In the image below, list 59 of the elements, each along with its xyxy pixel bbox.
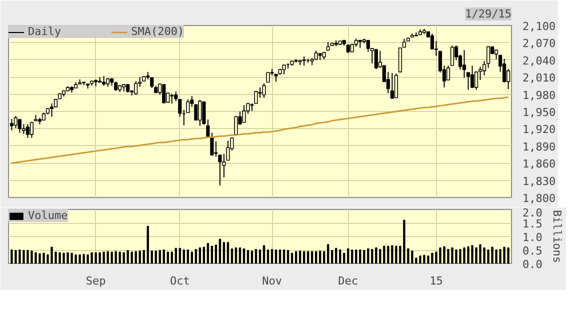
candlestick bbox=[234, 116, 238, 135]
y-tick-label: 1,890 bbox=[522, 140, 556, 154]
legend-label: Daily bbox=[28, 25, 62, 38]
candlestick bbox=[366, 39, 370, 52]
x-tick-label: Dec bbox=[338, 274, 358, 288]
candlestick bbox=[50, 102, 54, 118]
candlestick bbox=[114, 81, 118, 92]
y-tick-label: 1,980 bbox=[522, 88, 556, 102]
candlestick bbox=[242, 104, 246, 123]
candlestick bbox=[502, 58, 506, 83]
y-tick-label: 1,800 bbox=[522, 192, 556, 205]
candlestick bbox=[134, 80, 138, 96]
y-tick-label: 2,100 bbox=[522, 20, 556, 33]
candlestick bbox=[374, 48, 378, 70]
line-series bbox=[10, 96, 510, 164]
legend-label: SMA(200) bbox=[131, 25, 184, 38]
y-tick-label: 0.5 bbox=[522, 244, 542, 258]
x-tick-label: 15 bbox=[430, 274, 443, 288]
y-tick-label: 1.5 bbox=[522, 218, 542, 230]
legend-label: Volume bbox=[28, 209, 68, 222]
x-tick-label: Sep bbox=[86, 274, 106, 288]
y-tick-label: 1,860 bbox=[522, 158, 556, 171]
candlestick bbox=[266, 72, 270, 83]
candlestick bbox=[198, 100, 202, 126]
x-tick-label: Oct bbox=[170, 274, 190, 288]
candlestick bbox=[14, 116, 18, 129]
candlestick bbox=[394, 73, 398, 98]
y-tick-label: 1,920 bbox=[522, 123, 556, 136]
candlestick bbox=[206, 119, 210, 138]
candlestick bbox=[462, 50, 466, 78]
candlestick bbox=[466, 72, 470, 90]
candlestick bbox=[470, 65, 474, 88]
candlestick bbox=[450, 45, 454, 66]
candlestick bbox=[10, 118, 14, 131]
y-tick-label: 2,040 bbox=[522, 54, 556, 68]
candlestick bbox=[26, 124, 30, 138]
y-tick-label: 2,070 bbox=[522, 37, 556, 50]
candlestick bbox=[202, 101, 206, 126]
candlestick bbox=[210, 132, 214, 156]
text: 1/29/15 bbox=[465, 8, 512, 20]
y-tick-label: 1,950 bbox=[522, 106, 556, 119]
x-tick-label: Nov bbox=[262, 274, 282, 288]
candlestick bbox=[170, 93, 174, 104]
candlestick bbox=[390, 72, 394, 99]
candlestick bbox=[302, 56, 306, 66]
y-tick-label: 2.0 bbox=[522, 206, 542, 220]
candlestick bbox=[162, 84, 166, 104]
candlestick bbox=[282, 64, 286, 75]
y-axis-title: Billions bbox=[550, 210, 564, 263]
candlestick bbox=[30, 121, 34, 138]
candlestick bbox=[446, 65, 450, 80]
y-tick-label: 0.0 bbox=[522, 258, 542, 271]
candlestick bbox=[254, 91, 258, 104]
y-tick-label: 1.0 bbox=[522, 231, 542, 244]
candlestick bbox=[18, 118, 22, 134]
candlestick bbox=[262, 82, 266, 98]
candlestick bbox=[102, 75, 106, 86]
y-tick-label: 1,830 bbox=[522, 174, 556, 188]
y-tick-label: 2,010 bbox=[522, 72, 556, 85]
